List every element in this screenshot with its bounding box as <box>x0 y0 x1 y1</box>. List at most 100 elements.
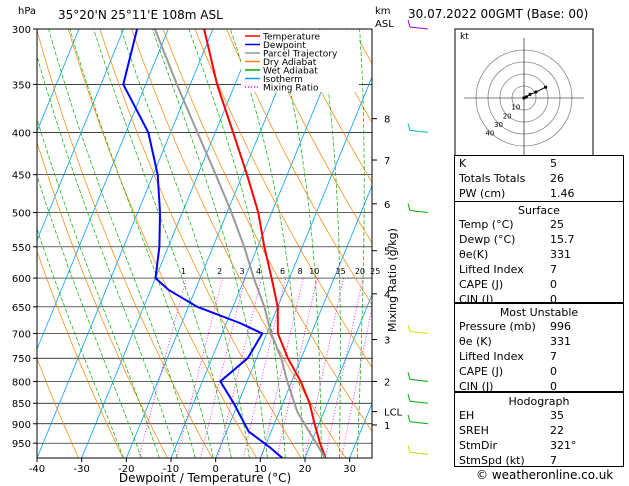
row-label: Lifted Index <box>459 263 524 276</box>
mixing-ratio-label: 8 <box>298 267 303 276</box>
dry-adiabat-line <box>417 29 454 458</box>
hodograph-ring-label: 40 <box>485 130 494 138</box>
wind-barb-flag <box>407 445 411 453</box>
dry-adiabat-line <box>226 29 372 306</box>
wind-barb <box>409 400 429 404</box>
mixing-ratio-label: 2 <box>217 267 222 276</box>
row-label: Pressure (mb) <box>459 320 536 333</box>
legend-label: Mixing Ratio <box>263 84 319 94</box>
hodograph-ring-label: 10 <box>511 104 520 112</box>
hodograph-ring-label: 20 <box>503 112 512 120</box>
pressure-tick-label: 950 <box>12 439 31 450</box>
plot-frame <box>36 28 373 459</box>
parcel-trajectory-profile <box>153 29 327 458</box>
row-label: θe (K) <box>459 335 492 348</box>
pressure-tick-label: 600 <box>12 274 31 285</box>
km-tick-label: 6 <box>384 200 390 211</box>
table-row: Lifted Index 7 <box>459 263 619 277</box>
temperature-tick-label: 0 <box>212 464 218 475</box>
mixing-ratio-label: 25 <box>370 267 380 276</box>
legend-background <box>241 30 359 92</box>
legend-label: Temperature <box>262 33 320 43</box>
wind-barbs <box>407 19 429 455</box>
dry-adiabat-line <box>194 29 372 369</box>
temperature-tick-label: -10 <box>163 464 179 475</box>
wet-adiabat-line <box>93 29 232 458</box>
isotherm-line <box>37 29 125 242</box>
wind-barb-flag <box>407 372 411 380</box>
isotherm-line <box>37 29 214 458</box>
pressure-tick-label: 350 <box>12 80 31 91</box>
km-label: km <box>375 6 391 17</box>
x-axis-label: Dewpoint / Temperature (°C) <box>119 471 291 485</box>
table-row: Dewp (°C) 15.7 <box>459 233 619 247</box>
pressure-axis: 300 350 400 450 500 550 600 650 700 750 800 850 900 9… <box>12 25 37 450</box>
isotherm-line <box>215 75 372 458</box>
temperature-tick-label: 20 <box>299 464 312 475</box>
km-tick-label: 3 <box>384 336 390 347</box>
row-label: StmDir <box>459 439 498 452</box>
mixing-ratio-label: 4 <box>256 267 261 276</box>
wet-adiabat-line <box>120 29 250 458</box>
row-label: StmSpd (kt) <box>459 454 525 467</box>
mixing-ratio-line <box>200 278 246 458</box>
wind-barb <box>409 330 429 334</box>
mixing-ratio-line <box>276 278 318 458</box>
dry-adiabat-line <box>37 141 168 458</box>
mixing-ratio-label: 1 <box>181 267 186 276</box>
row-value: 996 <box>550 320 571 333</box>
mixing-ratio-line <box>176 277 224 458</box>
wind-barb-flag <box>407 203 411 211</box>
row-value: 331 <box>550 335 571 348</box>
dry-adiabat-line <box>352 29 372 65</box>
km-tick-label: 8 <box>384 115 390 126</box>
asl-label: ASL <box>375 19 394 30</box>
table-row: StmDir 321° <box>459 439 619 453</box>
table-row: Totals Totals 26 <box>459 172 619 186</box>
location-title: 35°20'N 25°11'E 108m ASL <box>58 8 223 22</box>
table-row: Temp (°C) 25 <box>459 218 619 232</box>
row-value: 15.7 <box>550 233 575 246</box>
pressure-tick-label: 800 <box>12 377 31 388</box>
dewpoint-profile <box>122 29 284 458</box>
row-value: 321° <box>550 439 577 452</box>
dry-adiabat-line <box>289 29 372 184</box>
pressure-tick-label: 300 <box>12 25 31 36</box>
km-tick-label: 5 <box>384 247 390 258</box>
table-row: SREH 22 <box>459 424 619 438</box>
hodograph-point <box>524 95 528 99</box>
km-tick-label: 2 <box>384 377 390 388</box>
isotherm-line <box>37 29 169 351</box>
wind-barb-flag <box>407 123 411 131</box>
temperature-tick-label: 10 <box>254 464 267 475</box>
dry-adiabat-line <box>37 250 124 458</box>
hodograph-ring-label: 30 <box>494 121 503 129</box>
row-value: 1.46 <box>550 187 575 200</box>
row-label: PW (cm) <box>459 187 506 200</box>
wet-adiabat-line <box>48 29 196 458</box>
mixing-ratio-axis-title: Mixing Ratio (g/kg) <box>386 228 399 332</box>
pressure-tick-label: 750 <box>12 354 31 365</box>
mixing-ratio-line <box>304 278 344 458</box>
legend-label: Parcel Trajectory <box>263 50 338 60</box>
table-row: θe (K) 331 <box>459 335 619 349</box>
table-row: PW (cm) 1.46 <box>459 187 619 201</box>
dry-adiabat-line <box>37 29 213 458</box>
indices-box: K 5 Totals Totals 26 PW (cm) 1.46 <box>454 155 624 202</box>
grid-lines <box>37 29 454 458</box>
hodograph-info-box: Hodograph EH 35 SREH 22 StmDir 321° StmSpd (kt… <box>454 392 624 467</box>
dry-adiabat-line <box>131 29 347 458</box>
pressure-tick-label: 550 <box>12 243 31 254</box>
legend-label: Dry Adiabat <box>263 58 317 68</box>
mixing-ratio-line <box>324 278 364 458</box>
wet-adiabat-line <box>37 174 142 458</box>
mixing-ratio-line <box>138 277 187 458</box>
wet-adiabat-line <box>274 29 322 458</box>
hodograph-unit: kt <box>460 32 469 42</box>
skewt-chart: hPa 35°20'N 25°11'E 108m ASL km ASL 1 2 3 4… <box>12 6 454 485</box>
wind-barb-flag <box>407 394 411 402</box>
km-tick-label: 4 <box>384 290 390 301</box>
